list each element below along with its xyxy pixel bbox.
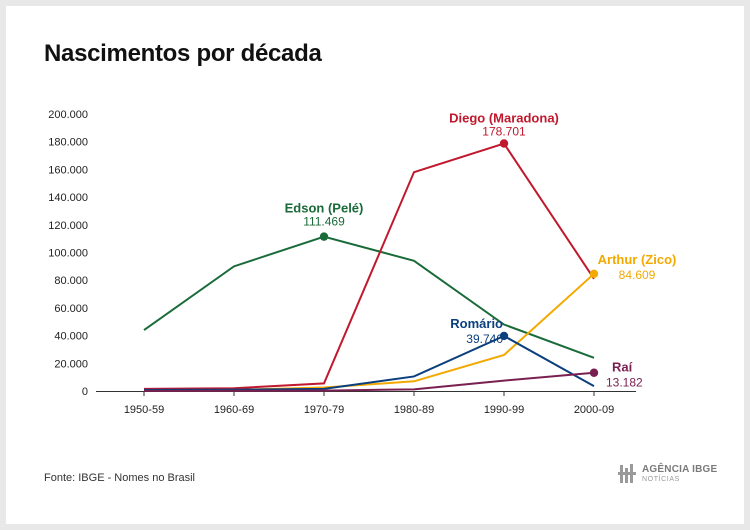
y-tick-label: 160.000 (48, 164, 88, 176)
series-line-4 (143, 371, 595, 392)
ibge-logo-icon (618, 464, 636, 483)
x-tick-label: 1970-79 (304, 404, 344, 416)
series-value-label: 111.469 (303, 215, 345, 229)
series-line-1 (143, 142, 595, 390)
series-marker-3 (499, 331, 509, 341)
axes: 0 20.000 40.000 60.000 80.000 100.000 120.000 1… (48, 109, 636, 416)
logo-subtext: NOTÍCIAS (642, 476, 680, 483)
series-value-label: 39.740 (466, 332, 503, 346)
y-tick-label: 100.000 (48, 248, 88, 260)
series-value-label: 13.182 (606, 376, 643, 390)
series-line-0 (143, 235, 595, 359)
y-tick-label: 80.000 (54, 275, 88, 287)
series-marker-0 (319, 232, 329, 241)
series-value-label: 178.701 (482, 124, 526, 138)
chart-title: Nascimentos por década (44, 40, 322, 67)
series-marker-4 (589, 368, 599, 377)
x-tick-label: 1960-69 (214, 404, 254, 416)
y-tick-label: 60.000 (54, 303, 88, 315)
series-marker-2 (589, 269, 599, 279)
source-note: Fonte: IBGE - Nomes no Brasil (44, 472, 195, 484)
logo-text: AGÊNCIA IBGE (642, 464, 718, 475)
y-tick-label: 0 (82, 386, 88, 398)
x-tick-label: 1950-59 (124, 404, 164, 416)
series-name-label: Romário (450, 316, 503, 331)
x-tick-label: 1980-89 (394, 404, 434, 416)
series-lines (143, 139, 599, 392)
y-tick-label: 20.000 (54, 358, 88, 370)
x-tick-label: 1990-99 (484, 404, 524, 416)
series-marker-1 (499, 139, 509, 148)
x-tick-label: 2000-09 (574, 404, 614, 416)
agencia-ibge-logo: AGÊNCIA IBGE NOTÍCIAS (618, 462, 718, 488)
series-labels: Edson (Pelé)111.469 Diego (Maradona)178.7… (285, 110, 677, 389)
series-name-label: Diego (Maradona) (449, 110, 559, 125)
y-tick-label: 140.000 (48, 192, 88, 204)
y-tick-label: 180.000 (48, 137, 88, 149)
series-line-3 (143, 334, 595, 391)
series-value-label: 84.609 (619, 268, 656, 282)
series-name-label: Edson (Pelé) (285, 201, 364, 216)
y-tick-label: 200.000 (48, 109, 88, 121)
y-tick-label: 40.000 (54, 331, 88, 343)
y-tick-label: 120.000 (48, 220, 88, 232)
series-name-label: Raí (612, 360, 633, 375)
series-name-label: Arthur (Zico) (598, 252, 677, 267)
